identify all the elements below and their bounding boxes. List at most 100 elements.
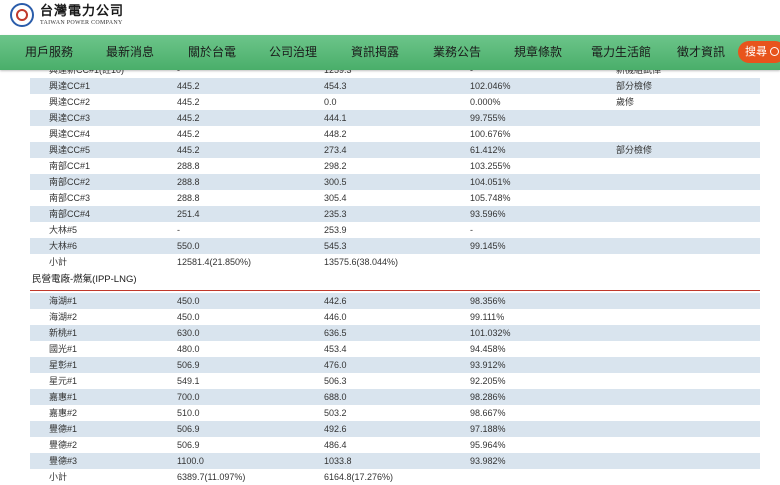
search-button[interactable]: 搜尋 [738,41,780,63]
table-row: 海湖#2 450.0 446.0 99.111% [30,309,760,325]
capacity-value: 630.0 [177,328,200,338]
group-taipower-lng: 興達新CC#1(註10) - 1259.3 - 新機組試俥 興達CC#1 445.2 454.… [30,62,760,270]
table-row: 星彰#1 506.9 476.0 93.912% [30,357,760,373]
unit-name: 新桃#1 [49,328,78,338]
generation-table: 興達新CC#1(註10) - 1259.3 - 新機組試俥 興達CC#1 445.2 454.… [30,62,760,485]
unit-name: 興達CC#3 [49,113,91,123]
logo-name-cn: 台灣電力公司 [40,3,125,19]
ratio-value: 93.912% [470,360,506,370]
ratio-value: 101.032% [470,328,511,338]
note-value: 新機組試俥 [616,65,662,75]
nav-item-disclosure[interactable]: 資訊揭露 [351,45,400,59]
generation-value: 1259.3 [324,65,352,75]
ratio-value: 99.145% [470,241,506,251]
ratio-value: 98.667% [470,408,506,418]
table-row: 星元#1 549.1 506.3 92.205% [30,373,760,389]
ratio-value: 103.255% [470,161,511,171]
capacity-value: 550.0 [177,241,200,251]
ratio-value: - [470,225,473,235]
capacity-value: 288.8 [177,177,200,187]
unit-name: 海湖#1 [49,296,78,306]
ratio-value: 61.412% [470,145,506,155]
ratio-value: 97.188% [470,424,506,434]
generation-value: 503.2 [324,408,347,418]
unit-name: 興達CC#5 [49,145,91,155]
ratio-value: - [470,65,473,75]
group-ipp-lng: 海湖#1 450.0 442.6 98.356% 海湖#2 450.0 446.0 99.11… [30,293,760,485]
ratio-value: 99.755% [470,113,506,123]
generation-value: 13575.6(38.044%) [324,257,399,267]
capacity-value: 288.8 [177,161,200,171]
table-row: 嘉惠#2 510.0 503.2 98.667% [30,405,760,421]
generation-value: 453.4 [324,344,347,354]
table-row: 豐德#3 1100.0 1033.8 93.982% [30,453,760,469]
generation-value: 273.4 [324,145,347,155]
ratio-value: 93.982% [470,456,506,466]
capacity-value: 445.2 [177,97,200,107]
capacity-value: 510.0 [177,408,200,418]
unit-name: 興達CC#4 [49,129,91,139]
unit-name: 大林#5 [49,225,78,235]
generation-value: 448.2 [324,129,347,139]
note-value: 歲修 [616,97,635,107]
nav-item-governance[interactable]: 公司治理 [269,45,318,59]
table-row: 豐德#2 506.9 486.4 95.964% [30,437,760,453]
nav-item-customer-service[interactable]: 用戶服務 [25,45,74,59]
generation-value: 688.0 [324,392,347,402]
ratio-value: 105.748% [470,193,511,203]
unit-name: 嘉惠#2 [49,408,78,418]
generation-value: 300.5 [324,177,347,187]
nav-item-careers[interactable]: 徵才資訊 [677,45,726,59]
ratio-value: 0.000% [470,97,501,107]
ratio-value: 93.596% [470,209,506,219]
taipower-logo[interactable]: 台灣電力公司 TAIWAN POWER COMPANY [10,3,124,27]
capacity-value: - [177,65,180,75]
unit-name: 國光#1 [49,344,78,354]
table-row: 興達CC#1 445.2 454.3 102.046% 部分檢修 [30,78,760,94]
table-row: 豐德#1 506.9 492.6 97.188% [30,421,760,437]
logo-text: 台灣電力公司 TAIWAN POWER COMPANY [40,5,124,26]
generation-value: 298.2 [324,161,347,171]
capacity-value: 450.0 [177,296,200,306]
table-row: 小計 6389.7(11.097%) 6164.8(17.276%) [30,469,760,485]
generation-value: 492.6 [324,424,347,434]
nav-item-regulations[interactable]: 規章條款 [514,45,563,59]
table-row: 興達CC#3 445.2 444.1 99.755% [30,110,760,126]
capacity-value: 12581.4(21.850%) [177,257,252,267]
table-row: 大林#6 550.0 545.3 99.145% [30,238,760,254]
note-value: 部分檢修 [616,145,653,155]
capacity-value: 506.9 [177,360,200,370]
search-label: 搜尋 [745,45,767,58]
table-row: 大林#5 - 253.9 - [30,222,760,238]
capacity-value: 251.4 [177,209,200,219]
capacity-value: 445.2 [177,129,200,139]
generation-value: 0.0 [324,97,337,107]
logo-name-en: TAIWAN POWER COMPANY [40,19,123,26]
table-row: 新桃#1 630.0 636.5 101.032% [30,325,760,341]
table-row: 南部CC#1 288.8 298.2 103.255% [30,158,760,174]
table-row: 小計 12581.4(21.850%) 13575.6(38.044%) [30,254,760,270]
section-header-ipp-lng: 民營電廠-燃氣(IPP-LNG) [30,270,760,291]
nav-item-power-life[interactable]: 電力生活館 [591,45,652,59]
generation-value: 235.3 [324,209,347,219]
unit-name: 興達CC#1 [49,81,91,91]
table-row: 南部CC#4 251.4 235.3 93.596% [30,206,760,222]
unit-name: 南部CC#3 [49,193,91,203]
taipower-emblem-icon [10,3,34,27]
capacity-value: 445.2 [177,81,200,91]
unit-name: 豐德#3 [49,456,78,466]
unit-name: 海湖#2 [49,312,78,322]
table-row: 海湖#1 450.0 442.6 98.356% [30,293,760,309]
generation-value: 446.0 [324,312,347,322]
unit-name: 嘉惠#1 [49,392,78,402]
capacity-value: 480.0 [177,344,200,354]
nav-item-about[interactable]: 關於台電 [188,45,237,59]
unit-name: 小計 [49,257,68,267]
capacity-value: 288.8 [177,193,200,203]
nav-item-news[interactable]: 最新消息 [106,45,155,59]
unit-name: 豐德#1 [49,424,78,434]
ratio-value: 94.458% [470,344,506,354]
nav-item-announcements[interactable]: 業務公告 [433,45,482,59]
search-icon [770,47,779,56]
table-row: 興達新CC#1(註10) - 1259.3 - 新機組試俥 [30,62,760,78]
